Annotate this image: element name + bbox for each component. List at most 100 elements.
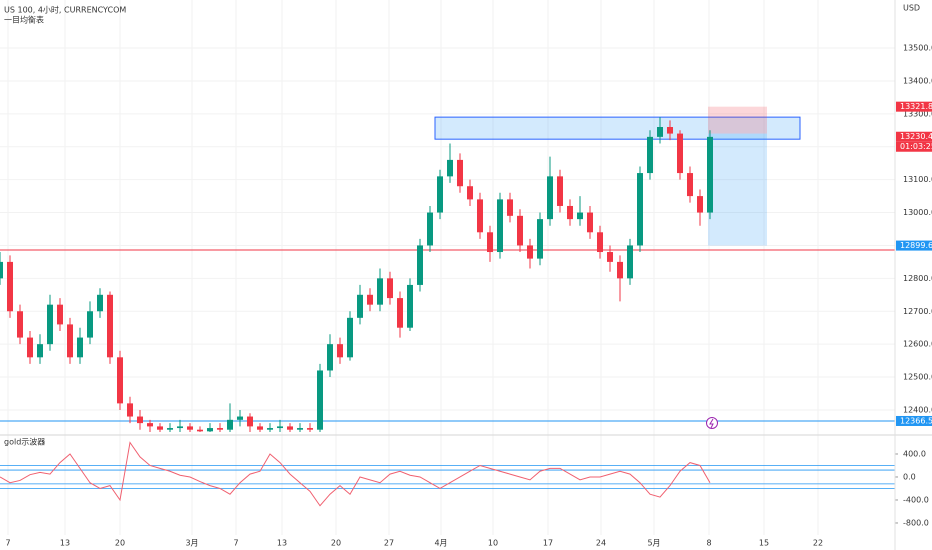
candle-body — [107, 294, 113, 358]
x-tick-label: 4月 — [434, 539, 447, 548]
x-tick-label: 8 — [706, 539, 711, 548]
candle-body — [497, 199, 503, 253]
candle-body — [697, 196, 703, 213]
candle-body — [57, 304, 63, 325]
oscillator-name: gold示波器 — [4, 437, 45, 447]
candle-body — [607, 252, 613, 262]
candle-body — [627, 245, 633, 279]
event-icon[interactable] — [706, 417, 718, 429]
y-tick-label: 13100.0 — [903, 175, 932, 184]
candle-body — [197, 429, 203, 432]
candle-body — [547, 176, 553, 220]
indicator-name: 一目均衡表 — [4, 15, 44, 25]
y-tick-label: 12600.0 — [903, 340, 932, 349]
candle-body — [487, 232, 493, 253]
candle-body — [97, 294, 103, 312]
x-tick-label: 13 — [60, 539, 70, 548]
candle-body — [637, 173, 643, 246]
candle-body — [377, 278, 383, 305]
chart-title: US 100, 4小时, CURRENCYCOM — [4, 5, 126, 15]
event-icon-bolt — [709, 418, 714, 429]
candle-body — [457, 159, 463, 187]
candle-body — [397, 298, 403, 328]
candle-body — [327, 344, 333, 371]
y-tick-label: 12500.0 — [903, 373, 932, 382]
price-label: 13230.4 — [900, 132, 932, 141]
candle-body — [227, 419, 233, 430]
candle-body — [427, 212, 433, 246]
candle-body — [47, 304, 53, 345]
resistance-zone — [434, 116, 801, 140]
candle-body — [517, 215, 523, 246]
oscillator-pane — [0, 441, 895, 507]
candle-body — [507, 199, 513, 216]
candle-body — [287, 426, 293, 430]
y-tick-label: 12800.0 — [903, 274, 932, 283]
candle-body — [337, 344, 343, 358]
candle-body — [647, 136, 653, 174]
osc-tick-label: 0.0 — [903, 472, 916, 481]
candle-body — [597, 232, 603, 253]
y-tick-label: 13500.0 — [903, 44, 932, 53]
x-tick-label: 15 — [759, 539, 769, 548]
price-label-box — [896, 240, 932, 251]
currency: USD — [903, 4, 920, 13]
y-tick-label: 13300.0 — [903, 109, 932, 118]
y-tick-label: 12400.0 — [903, 405, 932, 414]
x-tick-label: 24 — [596, 539, 606, 548]
position-stop — [708, 133, 767, 246]
candle-body — [527, 245, 533, 259]
candle-body — [687, 173, 693, 197]
x-tick-label: 10 — [488, 539, 498, 548]
candle-body — [587, 212, 593, 233]
candle-body — [357, 294, 363, 318]
price-label: 12366.5 — [900, 416, 932, 425]
main-pane — [0, 106, 895, 432]
price-label-box — [896, 131, 932, 142]
candle-body — [387, 278, 393, 299]
countdown: 01:03:25 — [900, 142, 932, 151]
price-label-box — [896, 101, 932, 112]
candle-body — [17, 311, 23, 338]
price-label-box — [896, 415, 932, 426]
candle-body — [267, 428, 273, 430]
x-tick-label: 7 — [5, 539, 10, 548]
position-target — [708, 106, 767, 134]
candle-body — [667, 127, 673, 134]
candle-body — [407, 284, 413, 328]
candle-body — [447, 159, 453, 177]
candle-body — [177, 426, 183, 429]
candle-body — [167, 428, 173, 430]
candle-body — [577, 212, 583, 220]
candle-body — [567, 205, 573, 220]
candle-body — [187, 426, 193, 430]
x-tick-label: 5月 — [647, 539, 660, 548]
candle-body — [137, 416, 143, 424]
x-tick-label: 27 — [384, 539, 394, 548]
candle-body — [477, 199, 483, 233]
countdown-box — [896, 141, 932, 152]
candle-body — [37, 344, 43, 358]
candle-body — [0, 261, 3, 279]
y-tick-label: 13000.0 — [903, 208, 932, 217]
candle-body — [347, 317, 353, 358]
osc-tick-label: -800.0 — [903, 518, 929, 527]
x-tick-label: 20 — [331, 539, 341, 548]
candle-body — [657, 127, 663, 137]
candle-body — [77, 337, 83, 358]
x-tick-label: 17 — [543, 539, 553, 548]
candle-body — [27, 337, 33, 358]
candle-body — [297, 428, 303, 430]
candle-body — [307, 428, 313, 430]
y-tick-label: 13400.0 — [903, 76, 932, 85]
candle-body — [367, 294, 373, 305]
candle-body — [67, 324, 73, 358]
candle-body — [217, 428, 223, 430]
candle-body — [317, 370, 323, 430]
osc-tick-label: -400.0 — [903, 495, 929, 504]
candle-body — [87, 311, 93, 338]
candle-body — [157, 426, 163, 430]
candle-body — [437, 176, 443, 213]
